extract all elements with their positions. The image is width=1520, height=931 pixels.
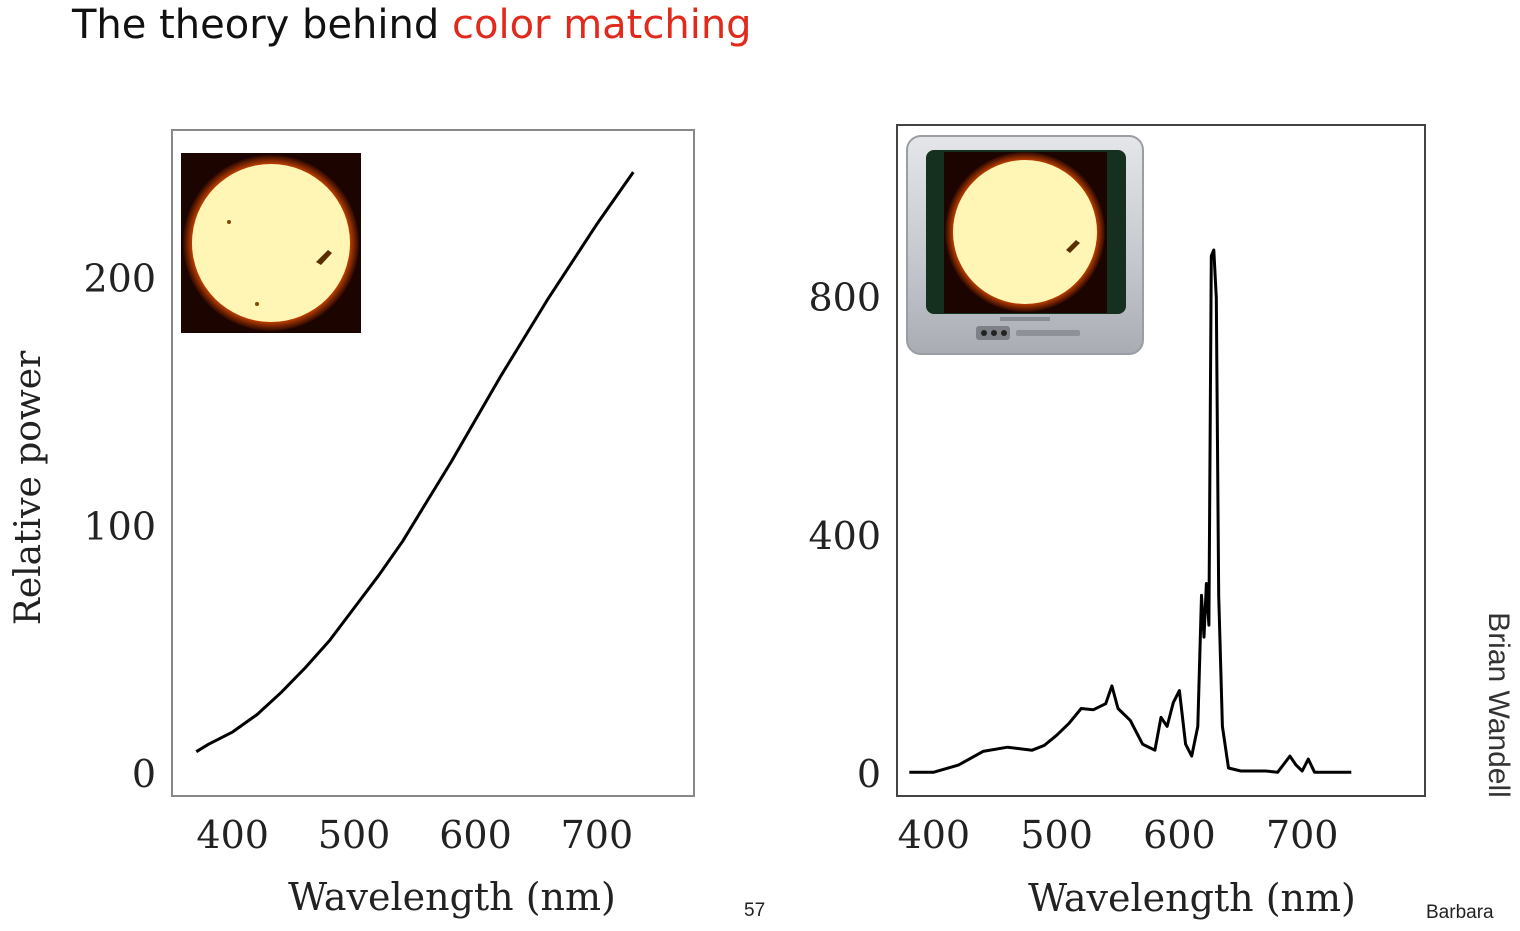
left-x-tick-label: 700	[561, 813, 634, 857]
left-chart: 400 500 600 700 0 100 200 Wavelength (nm) Rel…	[8, 129, 695, 919]
right-chart: 400 500 600 700 0 400 800 Wavelength (nm)	[808, 124, 1426, 920]
right-spectrum-line	[909, 248, 1352, 774]
author-credit: Brian Wandell	[1468, 612, 1520, 798]
right-x-tick-label: 400	[898, 813, 971, 857]
right-x-tick-label: 700	[1266, 813, 1339, 857]
left-x-tick-label: 600	[439, 813, 512, 857]
sun-image-icon	[181, 153, 361, 333]
right-x-tick-label: 500	[1020, 813, 1093, 857]
left-x-tick-label: 500	[318, 813, 391, 857]
right-y-tick-label: 400	[808, 514, 881, 558]
footer-text: Barbara	[1426, 902, 1494, 923]
left-plot-frame	[171, 129, 695, 797]
right-y-tick-label: 800	[808, 276, 881, 320]
left-y-tick-label: 0	[132, 752, 156, 796]
right-x-axis-label: Wavelength (nm)	[1028, 876, 1356, 920]
page-number: 57	[744, 900, 766, 921]
left-y-axis-label: Relative power	[8, 350, 49, 625]
right-plot-frame	[896, 124, 1426, 797]
title-highlight: color matching	[451, 2, 752, 48]
crt-television-icon	[906, 135, 1144, 355]
title-prefix: The theory behind	[72, 2, 452, 48]
right-x-tick-label: 600	[1143, 813, 1216, 857]
right-y-tick-label: 0	[857, 752, 881, 796]
left-y-tick-label: 200	[83, 257, 156, 301]
left-x-axis-label: Wavelength (nm)	[288, 875, 616, 919]
left-spectrum-line	[195, 171, 635, 753]
slide-title: The theory behind color matching	[72, 0, 752, 50]
left-y-tick-label: 100	[83, 504, 156, 548]
left-x-tick-label: 400	[196, 813, 269, 857]
author-credit-text: Brian Wandell	[1482, 612, 1515, 798]
